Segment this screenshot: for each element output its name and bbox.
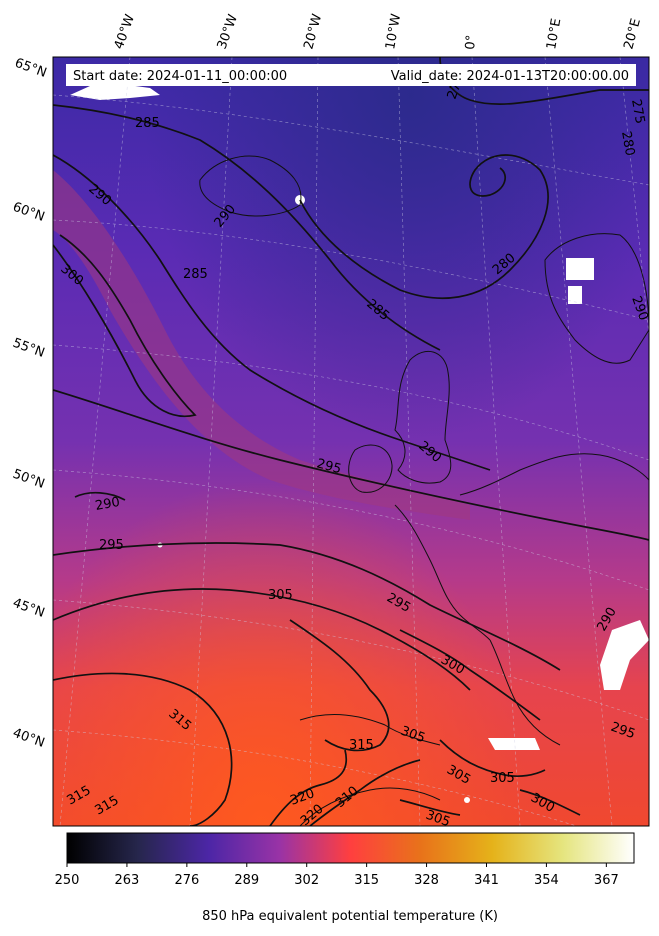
contour-315 [53, 672, 233, 826]
warm-core-shading [53, 57, 649, 826]
contour-285 [53, 104, 441, 351]
contour-label: 305 [268, 588, 293, 603]
colorbar-tick-label: 328 [414, 873, 439, 888]
header-bar: Start date: 2024-01-11_00:00:00 Valid_da… [66, 64, 636, 86]
contour-label: 285 [183, 267, 208, 282]
colorbar-label: 850 hPa equivalent potential temperature… [202, 909, 498, 924]
colorbar-tick-label: 276 [174, 873, 199, 888]
warm-tongue-shading [53, 170, 470, 520]
lat-label: 45°N [11, 596, 47, 621]
colorbar-tick-label: 263 [115, 873, 140, 888]
colorbar-tick-label: 341 [474, 873, 499, 888]
valid-date-label: Valid_date: 2024-01-13T20:00:00.00 [391, 69, 629, 84]
colorbar-tick-label: 289 [234, 873, 259, 888]
colorbar: 250 263 276 289 302 315 328 341 354 367 850 hPa e… [55, 832, 635, 924]
contour-310 [309, 759, 421, 826]
contour-label: 275 [628, 98, 647, 125]
map-frame [52, 56, 650, 827]
contour-295 [53, 389, 649, 541]
contour-290b [74, 491, 126, 501]
contour-290a [53, 154, 491, 471]
colorbar-ticks: 250 263 276 289 302 315 328 341 354 367 [55, 863, 619, 888]
colorbar-tick-label: 302 [294, 873, 319, 888]
lon-label: 20°W [301, 12, 325, 51]
contour-300 [53, 234, 197, 418]
lat-label: 60°N [11, 200, 47, 225]
contour-280 [299, 154, 549, 299]
longitude-labels: 40°W 30°W 20°W 10°W 0° 10°E 20°E [112, 12, 644, 51]
contour-320 [269, 749, 348, 826]
contour-295b [53, 542, 561, 671]
contour-305 [53, 588, 471, 691]
masked-areas [70, 84, 649, 803]
graticule [53, 57, 649, 826]
contour-305c [399, 799, 461, 816]
colorbar-gradient [66, 832, 635, 864]
lat-label: 65°N [13, 56, 49, 81]
lon-label: 20°E [621, 17, 644, 51]
colorbar-tick-label: 315 [354, 873, 379, 888]
contour-300b [399, 629, 541, 721]
contour-label: 295 [99, 538, 124, 553]
contour-300c [519, 789, 581, 816]
lat-label: 50°N [11, 467, 47, 492]
contour-label: 280 [618, 130, 637, 157]
lon-label: 0° [463, 34, 479, 50]
colorbar-tick-label: 250 [55, 873, 80, 888]
contours [53, 57, 649, 826]
lat-label: 55°N [11, 336, 47, 361]
contour-315b [289, 619, 390, 752]
contour-label: 285 [135, 116, 160, 131]
contour-label: 295 [315, 456, 343, 477]
lon-label: 10°E [544, 17, 564, 50]
contour-label: 315 [349, 738, 374, 753]
lon-label: 10°W [383, 13, 404, 51]
contour-label: 290 [94, 495, 121, 514]
contour-label: 305 [490, 771, 515, 786]
lat-label: 40°N [11, 726, 47, 751]
colorbar-tick-label: 367 [594, 873, 619, 888]
lon-label: 30°W [215, 12, 241, 51]
start-date-label: Start date: 2024-01-11_00:00:00 [73, 69, 287, 84]
map-panel: 285 290 300 290 285 285 280 275 275 280 … [53, 57, 649, 826]
colorbar-tick-label: 354 [534, 873, 559, 888]
latitude-labels: 65°N 60°N 55°N 50°N 45°N 40°N [11, 56, 49, 751]
contour-305b [439, 739, 546, 778]
lon-label: 40°W [112, 12, 138, 51]
